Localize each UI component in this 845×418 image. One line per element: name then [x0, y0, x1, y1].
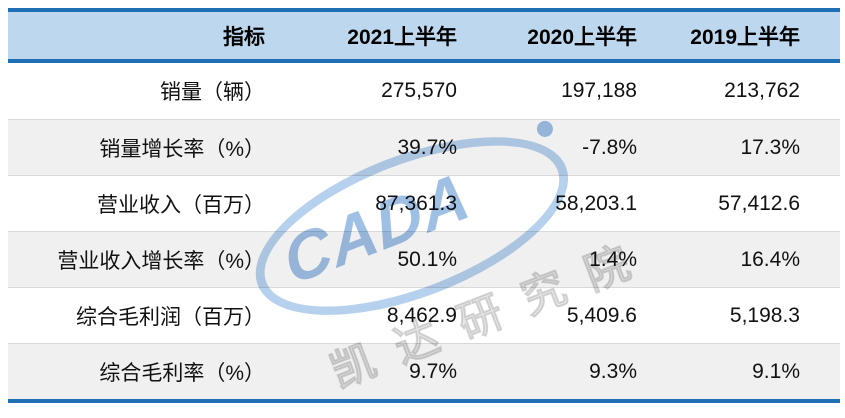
value-2020: -7.8% — [582, 135, 637, 159]
value-2021: 9.7% — [409, 359, 457, 383]
row-label: 综合毛利润（百万） — [76, 305, 265, 329]
row-label: 销量增长率（%） — [99, 137, 265, 161]
table-row-revenue-growth: 营业收入增长率（%） 50.1% 1.4% 16.4% — [8, 231, 840, 287]
row-label: 综合毛利率（%） — [99, 361, 265, 385]
value-2020: 197,188 — [561, 79, 637, 102]
table-row-sales-growth: 销量增长率（%） 39.7% -7.8% 17.3% — [8, 119, 840, 175]
header-2021-h1: 2021上半年 — [347, 25, 457, 49]
value-2019: 5,198.3 — [729, 303, 800, 327]
row-label: 营业收入（百万） — [97, 193, 265, 217]
row-label: 销量（辆） — [160, 81, 265, 104]
value-2020: 58,203.1 — [555, 191, 637, 215]
table-row-gross-margin: 综合毛利率（%） 9.7% 9.3% 9.1% — [8, 343, 840, 399]
value-2020: 9.3% — [589, 359, 637, 383]
header-2020-h1: 2020上半年 — [527, 25, 637, 49]
value-2020: 1.4% — [589, 247, 637, 271]
header-2019-h1: 2019上半年 — [690, 25, 800, 49]
row-label: 营业收入增长率（%） — [57, 249, 265, 273]
value-2019: 17.3% — [740, 135, 800, 159]
table-header-row: 指标 2021上半年 2020上半年 2019上半年 — [8, 12, 840, 63]
value-2021: 87,361.3 — [375, 191, 457, 215]
value-2019: 213,762 — [724, 79, 800, 102]
table-row-sales-volume: 销量（辆） 275,570 197,188 213,762 — [8, 63, 840, 119]
value-2019: 16.4% — [740, 247, 800, 271]
value-2019: 57,412.6 — [718, 191, 800, 215]
table-row-gross-profit: 综合毛利润（百万） 8,462.9 5,409.6 5,198.3 — [8, 287, 840, 343]
value-2020: 5,409.6 — [566, 303, 637, 327]
financial-table: 指标 2021上半年 2020上半年 2019上半年 销量（辆） 275,570… — [8, 8, 840, 403]
value-2021: 39.7% — [397, 135, 457, 159]
table-row-revenue: 营业收入（百万） 87,361.3 58,203.1 57,412.6 — [8, 175, 840, 231]
value-2021: 50.1% — [397, 247, 457, 271]
value-2021: 275,570 — [381, 79, 457, 102]
value-2019: 9.1% — [752, 359, 800, 383]
value-2021: 8,462.9 — [386, 303, 457, 327]
header-indicator: 指标 — [223, 25, 265, 49]
